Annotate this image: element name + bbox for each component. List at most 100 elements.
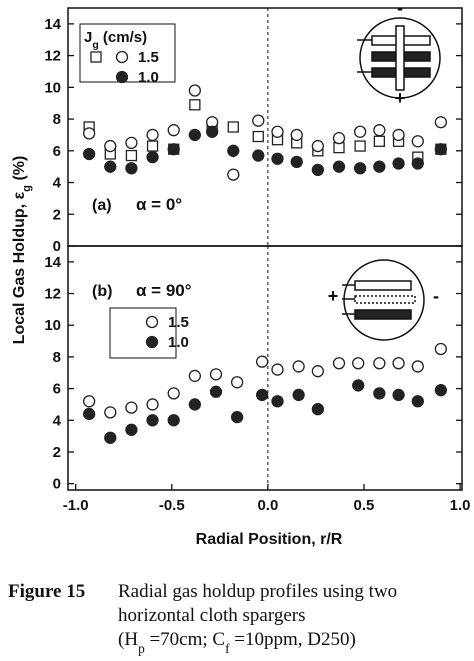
data-point	[373, 387, 386, 400]
data-point	[188, 398, 201, 411]
data-point	[271, 125, 284, 138]
data-point	[146, 128, 159, 142]
data-point	[411, 360, 424, 373]
data-point	[230, 410, 244, 424]
y-tick-label: 10	[44, 79, 61, 96]
y-tick-label: 2	[53, 206, 61, 223]
data-point	[352, 357, 365, 370]
y-tick-label: 14	[44, 254, 61, 271]
data-point	[146, 398, 159, 411]
legend-marker	[115, 70, 129, 84]
y-tick-label: 0	[53, 238, 61, 255]
data-point	[252, 149, 265, 162]
data-point	[125, 149, 138, 162]
data-point	[392, 157, 405, 170]
data-point	[354, 140, 366, 152]
y-tick-label: 12	[44, 286, 61, 303]
data-point	[311, 365, 325, 378]
text-part: f	[225, 641, 230, 656]
annotation: α = 0°	[136, 195, 182, 214]
caption-label: Figure 15	[8, 581, 85, 602]
sparger-icon	[357, 17, 441, 99]
text-part: g	[92, 39, 98, 51]
y-tick-label: 6	[53, 381, 61, 398]
text-part: Local Gas Holdup, ε	[11, 191, 28, 344]
data-point	[292, 360, 305, 373]
data-point	[352, 379, 365, 392]
data-point	[255, 355, 269, 368]
data-point	[82, 395, 96, 408]
x-axis-label: Radial Position, r/R	[196, 531, 343, 548]
data-point	[292, 388, 305, 402]
data-point	[434, 384, 448, 397]
legend-label: 1.0	[138, 69, 159, 86]
y-tick-label: 8	[53, 349, 61, 366]
data-point	[311, 139, 325, 153]
legend-marker	[145, 315, 159, 329]
legend-title: Jg (cm/s)	[84, 29, 147, 51]
y-tick-label: 0	[53, 476, 61, 493]
data-point	[373, 135, 386, 147]
data-point	[146, 414, 159, 427]
data-point	[434, 116, 448, 129]
data-point	[82, 127, 96, 140]
y-tick-label: 14	[44, 16, 61, 33]
data-point	[125, 423, 138, 436]
sparger-icon	[342, 259, 425, 341]
y-tick-label: 10	[44, 317, 61, 334]
data-point	[392, 388, 405, 402]
data-point	[434, 143, 448, 156]
data-point	[209, 385, 223, 398]
data-point	[167, 387, 180, 400]
legend-label: 1.5	[138, 49, 159, 66]
y-tick-label: 12	[44, 48, 61, 65]
data-point	[188, 128, 201, 142]
text-part: (H	[118, 629, 138, 650]
x-tick-label: 0.5	[354, 497, 375, 514]
x-tick-label: -0.5	[159, 497, 185, 514]
caption-text: Radial gas holdup profiles using two	[118, 581, 397, 602]
data-point	[373, 124, 386, 137]
data-point	[209, 368, 223, 381]
data-point	[125, 136, 138, 150]
caption-text: (Hp =70cm; Cf =10ppm, D250)	[118, 629, 356, 656]
x-tick-label: -1.0	[63, 497, 89, 514]
data-point	[104, 406, 117, 419]
icon-label: +	[328, 286, 339, 306]
icon-label: +	[395, 88, 406, 108]
data-point	[332, 357, 346, 370]
data-point	[290, 128, 303, 142]
data-point	[188, 84, 201, 97]
y-tick-label: 6	[53, 143, 61, 160]
data-point	[227, 121, 239, 133]
data-point	[353, 125, 367, 138]
data-point	[392, 128, 405, 142]
x-tick-label: 1.0	[450, 497, 471, 514]
data-point	[82, 407, 96, 421]
data-point	[167, 143, 180, 156]
data-point	[271, 363, 284, 376]
data-point	[104, 160, 117, 173]
data-point	[82, 147, 96, 161]
y-tick-label: 4	[53, 412, 62, 429]
data-point	[205, 125, 219, 138]
data-point	[255, 388, 269, 402]
data-point	[125, 162, 138, 175]
text-part: J	[84, 29, 92, 46]
annotation: (a)	[92, 197, 112, 214]
legend-label: 1.5	[168, 314, 189, 331]
data-point	[373, 357, 386, 370]
caption-text: horizontal cloth spargers	[118, 605, 306, 626]
y-tick-label: 8	[53, 111, 61, 128]
data-point	[252, 130, 264, 143]
data-point	[230, 376, 244, 389]
data-point	[290, 155, 303, 169]
data-point	[373, 160, 386, 173]
data-point	[411, 395, 424, 408]
plot-frame	[67, 245, 463, 491]
data-point	[252, 114, 265, 127]
text-part: p	[138, 641, 145, 656]
data-point	[311, 163, 325, 176]
data-point	[104, 431, 117, 444]
